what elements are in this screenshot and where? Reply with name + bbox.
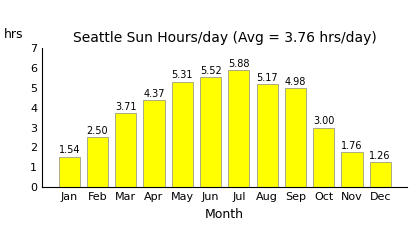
Title: Seattle Sun Hours/day (Avg = 3.76 hrs/day): Seattle Sun Hours/day (Avg = 3.76 hrs/da…	[73, 31, 377, 45]
Bar	[341, 152, 362, 187]
Text: 4.37: 4.37	[143, 89, 165, 99]
Text: 5.88: 5.88	[228, 59, 249, 69]
Bar	[313, 127, 334, 187]
Text: 2.50: 2.50	[87, 126, 108, 136]
Text: 3.71: 3.71	[115, 102, 136, 112]
Bar	[59, 156, 80, 187]
Text: 1.54: 1.54	[58, 145, 80, 155]
Text: 3.00: 3.00	[313, 116, 334, 126]
Text: 1.26: 1.26	[370, 151, 391, 161]
Text: 5.31: 5.31	[171, 70, 193, 80]
Text: 4.98: 4.98	[285, 77, 306, 87]
Text: 1.76: 1.76	[341, 141, 362, 151]
Bar	[285, 88, 306, 187]
Text: 5.52: 5.52	[200, 66, 221, 76]
Bar	[228, 70, 249, 187]
Bar	[115, 114, 136, 187]
Bar	[87, 138, 108, 187]
Bar	[172, 82, 193, 187]
Bar	[370, 162, 391, 187]
Bar	[257, 84, 278, 187]
Bar	[143, 100, 165, 187]
X-axis label: Month: Month	[205, 208, 244, 221]
Bar	[200, 78, 221, 187]
Text: hrs: hrs	[4, 28, 24, 41]
Text: 5.17: 5.17	[256, 73, 278, 83]
